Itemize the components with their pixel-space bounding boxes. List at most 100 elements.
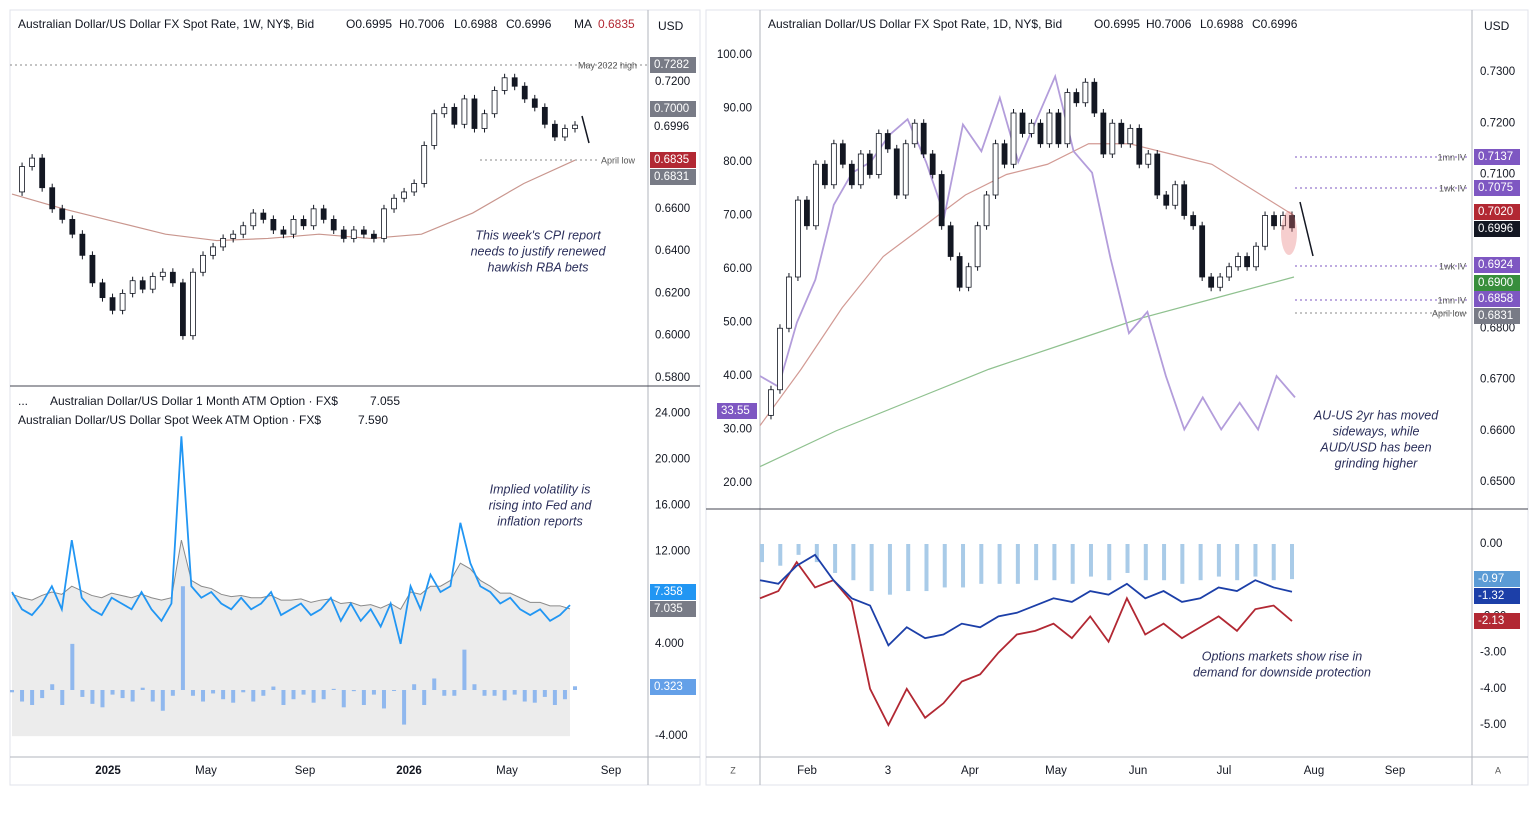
x-tick-label: 2025 [95,765,121,777]
histogram-bar [1034,544,1039,581]
y-tick-label: 0.6500 [1480,476,1515,488]
y-tick-label: 70.00 [723,210,752,222]
candle [159,271,166,277]
histogram-bar [341,690,346,708]
level-label: 1wk IV [1439,183,1466,193]
candle [210,246,216,256]
candle [1136,127,1143,165]
candle [531,98,538,108]
histogram-bar [532,690,537,703]
histogram-bar [180,586,185,690]
candle [340,229,347,239]
candle [1037,122,1044,145]
price-tag [650,679,696,695]
price-tag-label: 0.7075 [1478,182,1513,194]
y-tick-label: -4.00 [1480,683,1506,695]
price-tag [717,403,757,419]
candle [812,163,819,227]
y-tick-label: 12.000 [655,546,690,558]
price-tag-label: 0.7020 [1478,206,1513,218]
candle [481,113,488,129]
price-tag [650,152,696,168]
candle [804,199,810,227]
candle [99,282,106,299]
price-tag-label: -1.32 [1478,590,1504,602]
legend-value: 7.590 [358,413,388,427]
histogram-bar [1107,544,1112,581]
y-tick-label: 0.7100 [1480,169,1515,181]
candle [974,225,981,268]
annotation: hawkish RBA bets [488,260,589,274]
ma-green [759,276,1295,468]
candle [562,128,568,138]
histogram-bar [552,690,557,705]
currency: USD [1484,19,1510,33]
price-tag-label: 0.7137 [1478,151,1513,163]
y-tick-label: 30.00 [723,424,752,436]
histogram-bar [1052,544,1057,581]
candle [1010,112,1017,165]
histogram-bar [442,690,447,696]
candle [795,199,801,278]
price-tag [1474,571,1520,587]
histogram-bar [402,690,407,725]
y-tick-label: 90.00 [723,103,752,115]
histogram-bar [90,690,95,704]
candle [280,229,287,235]
histogram-bar [1216,544,1221,577]
histogram-bar [1088,544,1093,577]
candle [920,122,927,155]
candle [169,271,176,284]
price-tag [1474,308,1520,324]
y-tick-label: 0.6600 [1480,425,1515,437]
histogram-bar [291,690,296,700]
histogram-bar [851,544,856,581]
candle [1190,215,1197,227]
price-tag [1474,291,1520,307]
candle [1154,153,1161,196]
candle [401,191,407,199]
y-tick-label: 16.000 [655,500,690,512]
x-tick-label: Sep [1385,765,1405,777]
level-label: May 2022 high [578,60,637,70]
y-tick-label: 0.7300 [1480,66,1515,78]
level-label: 1mn IV [1437,152,1466,162]
price-tag-label: 0.6831 [654,171,689,183]
x-tick-label: May [195,765,217,777]
corner-button: Z [730,765,736,775]
candle [866,153,873,175]
red-line [759,560,1293,727]
histogram-bar [961,544,966,588]
annotation: Options markets show rise in [1202,649,1363,663]
x-tick-label: Aug [1304,765,1324,777]
price-tag-label: 0.6996 [1478,223,1513,235]
price-tag-label: 0.7282 [654,59,689,71]
candle [260,212,267,220]
candle [768,389,774,416]
price-tag-label: 0.7000 [654,103,689,115]
histogram-bar [1180,544,1185,584]
annotation: AU-US 2yr has moved [1313,408,1439,422]
menu-dots: ... [18,394,28,408]
histogram-bar [1235,544,1240,581]
indicator-name: MA [574,17,592,31]
candle [270,219,277,231]
candle [1109,122,1116,155]
histogram-bar [492,690,497,696]
y-tick-label: 0.6000 [655,330,690,342]
candle [1064,92,1071,145]
candle [391,197,397,210]
candle [1199,225,1206,278]
candle [330,219,337,231]
histogram-bar [760,544,764,563]
price-tag-label: 33.55 [721,405,750,417]
y-tick-label: 0.00 [1480,538,1502,550]
price-tag [1474,257,1520,273]
y-tick-label: 0.7200 [655,76,690,88]
histogram-bar [271,686,276,690]
y-tick-label: 0.6700 [1480,374,1515,386]
y-tick-label: -5.00 [1480,719,1506,731]
candle [947,225,954,257]
histogram-bar [796,544,801,555]
histogram-bar [869,544,874,592]
